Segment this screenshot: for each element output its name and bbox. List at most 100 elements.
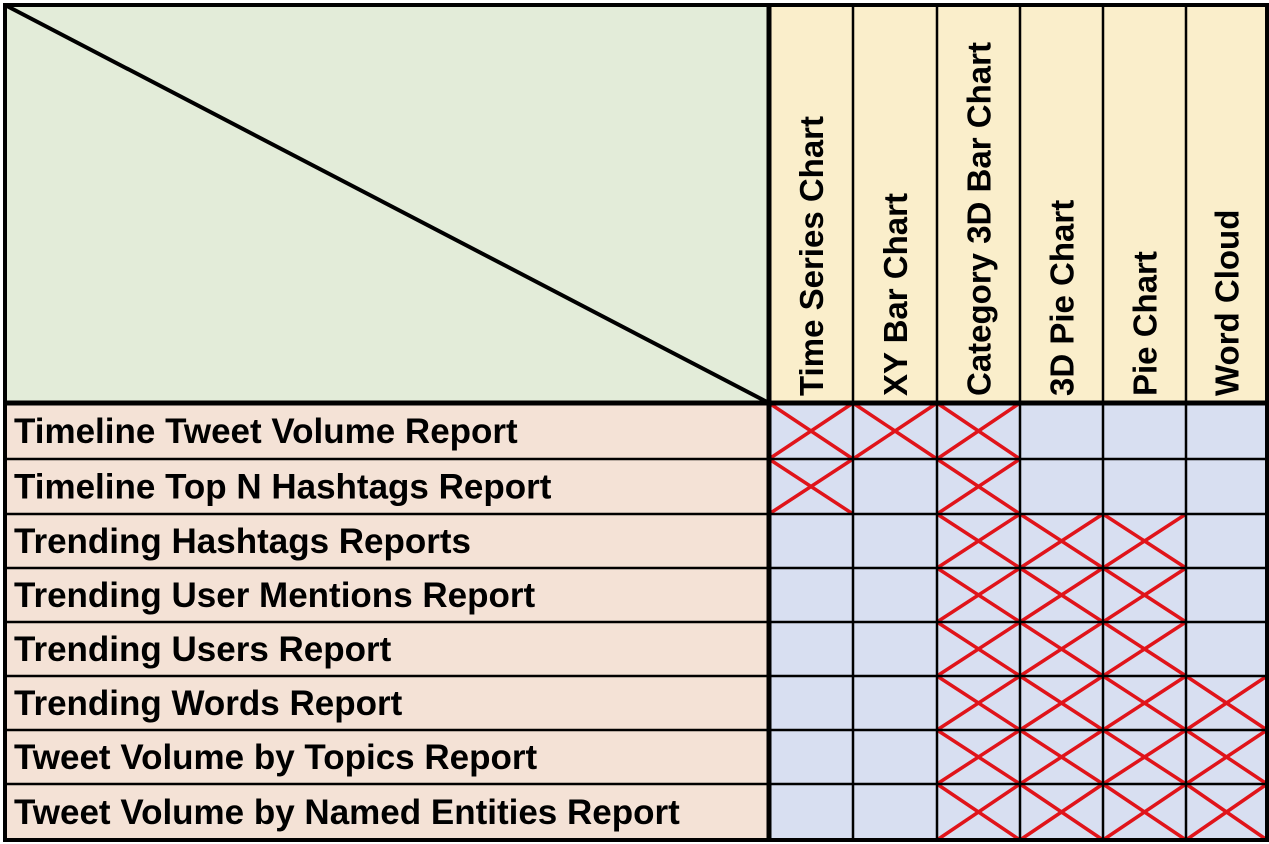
row-header-cell [5,459,769,514]
mark-layer [768,401,1268,842]
cross-mark [936,782,1021,842]
row-label: Trending Hashtags Reports [14,522,471,561]
column-label: Time Series Chart [793,116,830,396]
row-label: Timeline Tweet Volume Report [14,412,518,451]
row-header-cell [5,568,769,622]
row-label: Trending User Mentions Report [14,576,535,615]
cross-mark [1185,782,1268,842]
table-border [3,3,1269,842]
matrix-cell [769,784,853,840]
cross-mark [936,457,1021,516]
row-header-cell [5,622,769,676]
column-header-cell [1186,5,1267,403]
cross-stroke [936,457,1021,516]
cross-stroke [768,457,854,516]
cross-stroke [936,620,1021,678]
column-header-cell [853,5,937,403]
cross-stroke [1019,620,1104,678]
cross-stroke [852,401,938,461]
cross-stroke [1185,728,1268,786]
row-label: Trending Words Report [14,684,403,723]
text-layer: Time Series Chart XY Bar Chart Category 3D… [14,42,1246,832]
column-label: Pie Chart [1127,251,1164,396]
row-header-cell [5,403,769,459]
matrix-cell [1186,568,1267,622]
cross-mark [1019,782,1104,842]
cross-mark [936,728,1021,786]
cross-mark [936,401,1021,461]
cross-stroke [1102,620,1187,678]
cross-mark [768,457,854,516]
matrix-cell [853,568,937,622]
cross-mark [936,674,1021,732]
cross-mark [936,620,1021,678]
row-label: Tweet Volume by Topics Report [14,738,537,777]
matrix-cell [1186,622,1267,676]
row-label: Tweet Volume by Named Entities Report [14,793,680,832]
row-label: Timeline Top N Hashtags Report [14,468,552,507]
cross-mark [1185,728,1268,786]
cross-stroke [768,401,854,461]
matrix-cell [853,676,937,730]
row-label: Trending Users Report [14,630,392,669]
cross-stroke [936,401,1021,461]
cross-mark [1102,674,1187,732]
row-header-cell [5,676,769,730]
cross-stroke [936,674,1021,732]
cross-mark [768,401,854,461]
cross-stroke [1185,782,1268,842]
cross-stroke [1019,728,1104,786]
matrix-cell [769,676,853,730]
cross-stroke [936,782,1021,842]
cross-stroke [1102,566,1187,624]
cross-mark [1102,782,1187,842]
corner-diagonal [4,3,770,405]
cross-mark [1102,566,1187,624]
cross-mark [1102,512,1187,570]
matrix-cell [1020,459,1103,514]
cross-stroke [1019,512,1104,570]
matrix-cell [1186,514,1267,568]
column-label: XY Bar Chart [877,193,914,396]
row-header-cell [5,514,769,568]
cross-stroke [936,566,1021,624]
cross-stroke [1019,782,1104,842]
cross-stroke [1102,782,1187,842]
matrix-cell [769,568,853,622]
matrix-cell [853,730,937,784]
matrix-cell [769,622,853,676]
cross-stroke [1019,674,1104,732]
column-header-cell [769,5,853,403]
cross-stroke [1185,674,1268,732]
matrix-cell [1103,403,1186,459]
column-label: Category 3D Bar Chart [961,42,998,396]
cross-mark [1019,620,1104,678]
cross-mark [1102,620,1187,678]
cross-mark [1019,728,1104,786]
matrix-cell [1020,403,1103,459]
column-header-cell [1020,5,1103,403]
matrix-cell [853,784,937,840]
row-header-cell [5,784,769,840]
matrix-cell [853,514,937,568]
cross-stroke [1019,566,1104,624]
cross-stroke [936,512,1021,570]
row-header-cell [5,730,769,784]
matrix-cell [853,622,937,676]
matrix-cell [769,514,853,568]
cross-stroke [1102,728,1187,786]
cross-stroke [936,728,1021,786]
column-label: Word Cloud [1209,210,1246,396]
matrix-cell [1186,459,1267,514]
cross-stroke [1102,512,1187,570]
column-label: 3D Pie Chart [1044,200,1081,396]
matrix-cell [769,730,853,784]
matrix-cell [1103,459,1186,514]
cross-mark [936,512,1021,570]
matrix-cell [853,459,937,514]
cross-mark [1185,674,1268,732]
cross-mark [852,401,938,461]
column-header-cell [1103,5,1186,403]
matrix-cell [1186,403,1267,459]
